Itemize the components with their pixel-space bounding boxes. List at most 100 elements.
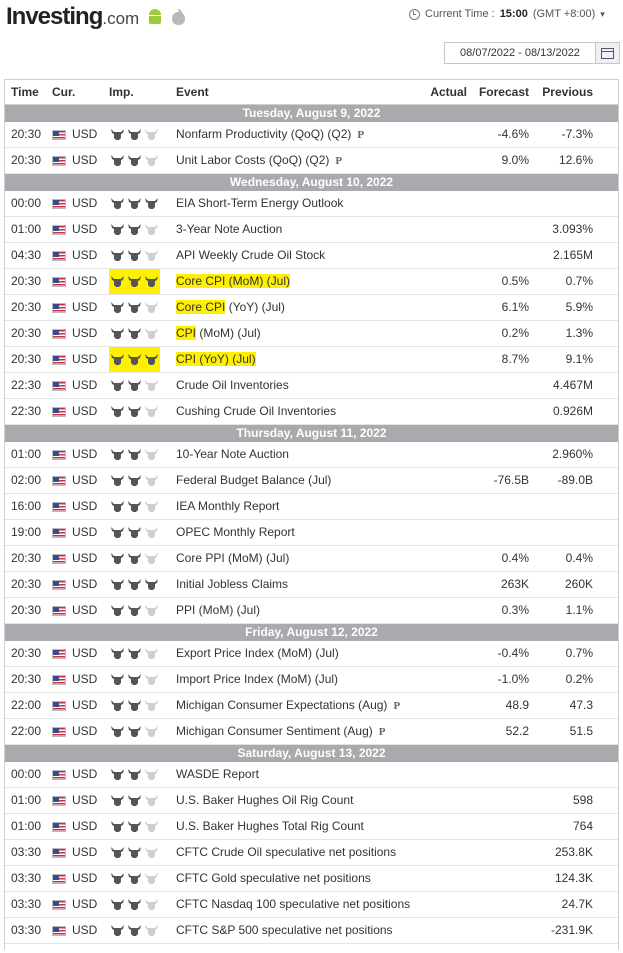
event-title[interactable]: Initial Jobless Claims [176,577,289,591]
table-row[interactable]: 04:30 USD API Weekly Crude Oil Stock 2.165M [5,243,618,269]
table-row[interactable]: 20:30 USD Initial Jobless Claims 263K 260K [5,572,618,598]
event-name[interactable]: CPI (YoY) (Jul) [176,347,256,372]
event-name[interactable]: 10-Year Note Auction [176,442,289,467]
table-row[interactable]: 20:30 USD Core CPI (YoY) (Jul) 6.1% 5.9% [5,295,618,321]
event-title[interactable]: CFTC Nasdaq 100 speculative net position… [176,897,411,911]
col-actual[interactable]: Actual [430,85,467,99]
android-icon[interactable] [148,9,162,25]
event-name[interactable]: EIA Short-Term Energy Outlook [176,191,343,216]
event-name[interactable]: Core PPI (MoM) (Jul) [176,546,289,571]
event-title[interactable]: WASDE Report [176,767,259,781]
table-row[interactable]: 01:00 USD 3-Year Note Auction 3.093% [5,217,618,243]
event-name[interactable]: U.S. Baker Hughes Total Rig Count [176,814,364,839]
event-title[interactable]: API Weekly Crude Oil Stock [176,248,326,262]
table-row[interactable]: 20:30 USD Nonfarm Productivity (QoQ) (Q2) P… [5,122,618,148]
table-row[interactable]: 22:30 USD Cushing Crude Oil Inventories 0.9… [5,399,618,425]
event-name[interactable]: IEA Monthly Report [176,494,279,519]
apple-icon[interactable] [172,9,185,25]
event-title[interactable]: 10-Year Note Auction [176,447,289,461]
event-name[interactable]: Core CPI (YoY) (Jul) [176,295,285,320]
event-name[interactable]: WASDE Report [176,762,259,787]
event-title[interactable]: Michigan Consumer Expectations (Aug) [176,698,388,712]
event-name[interactable]: Michigan Consumer Sentiment (Aug) P [176,719,386,745]
table-row[interactable]: 20:30 USD Unit Labor Costs (QoQ) (Q2) P 9.0%… [5,148,618,174]
event-title[interactable]: Federal Budget Balance (Jul) [176,473,332,487]
table-row[interactable]: 20:30 USD CPI (YoY) (Jul) 8.7% 9.1% [5,347,618,373]
event-name[interactable]: OPEC Monthly Report [176,520,295,545]
event-title[interactable]: Export Price Index (MoM) (Jul) [176,646,339,660]
event-title[interactable]: Nonfarm Productivity (QoQ) (Q2) [176,127,352,141]
event-name[interactable]: CFTC Crude Oil speculative net positions [176,840,396,865]
event-title[interactable]: IEA Monthly Report [176,499,280,513]
table-row[interactable]: 00:00 USD WASDE Report [5,762,618,788]
table-row[interactable]: 03:30 USD CFTC Crude Oil speculative net p… [5,840,618,866]
table-row[interactable]: 03:30 USD CFTC Nasdaq 100 speculative net … [5,892,618,918]
calendar-button[interactable] [595,43,619,63]
table-row[interactable]: 00:00 USD EIA Short-Term Energy Outlook [5,191,618,217]
event-title[interactable]: 3-Year Note Auction [176,222,283,236]
event-name[interactable]: Nonfarm Productivity (QoQ) (Q2) P [176,122,364,148]
event-name[interactable]: CFTC Gold speculative net positions [176,866,371,891]
event-title[interactable]: OPEC Monthly Report [176,525,295,539]
event-name[interactable]: Unit Labor Costs (QoQ) (Q2) P [176,148,342,174]
table-row[interactable]: 01:00 USD 10-Year Note Auction 2.960% [5,442,618,468]
event-title[interactable]: U.S. Baker Hughes Total Rig Count [176,819,364,833]
event-name[interactable]: Cushing Crude Oil Inventories [176,399,336,424]
event-title[interactable]: Core CPI (YoY) (Jul) [176,300,285,314]
event-title[interactable]: Cushing Crude Oil Inventories [176,404,337,418]
col-event[interactable]: Event [176,85,209,99]
event-title[interactable]: PPI (MoM) (Jul) [176,603,260,617]
event-name[interactable]: Crude Oil Inventories [176,373,289,398]
col-previous[interactable]: Previous [542,85,593,99]
event-name[interactable]: CFTC S&P 500 speculative net positions [176,918,393,943]
event-title[interactable]: CPI (MoM) (Jul) [176,326,261,340]
event-title[interactable]: EIA Short-Term Energy Outlook [176,196,344,210]
event-name[interactable]: API Weekly Crude Oil Stock [176,243,325,268]
event-title[interactable]: U.S. Baker Hughes Oil Rig Count [176,793,354,807]
table-row[interactable]: 22:30 USD Crude Oil Inventories 4.467M [5,373,618,399]
date-range-text[interactable]: 08/07/2022 - 08/13/2022 [460,47,580,59]
investing-logo[interactable]: Investing.com [6,3,139,31]
event-name[interactable]: 3-Year Note Auction [176,217,282,242]
event-name[interactable]: U.S. Baker Hughes Oil Rig Count [176,788,353,813]
event-title[interactable]: CFTC Crude Oil speculative net positions [176,845,397,859]
col-importance[interactable]: Imp. [109,85,134,99]
table-row[interactable]: 03:30 USD CFTC Gold speculative net positi… [5,866,618,892]
date-range-picker[interactable]: 08/07/2022 - 08/13/2022 [444,42,620,64]
event-title[interactable]: Core PPI (MoM) (Jul) [176,551,290,565]
event-name[interactable]: Import Price Index (MoM) (Jul) [176,667,338,692]
table-row[interactable]: 22:00 USD Michigan Consumer Expectations (… [5,693,618,719]
table-row[interactable]: 22:00 USD Michigan Consumer Sentiment (Aug… [5,719,618,745]
table-row[interactable]: 20:30 USD Core CPI (MoM) (Jul) 0.5% 0.7% [5,269,618,295]
col-time[interactable]: Time [11,85,39,99]
table-row[interactable]: 20:30 USD Import Price Index (MoM) (Jul) -1… [5,667,618,693]
event-title[interactable]: Michigan Consumer Sentiment (Aug) [176,724,373,738]
event-name[interactable]: PPI (MoM) (Jul) [176,598,260,623]
table-row[interactable]: 20:30 USD Export Price Index (MoM) (Jul) -0… [5,641,618,667]
table-row[interactable]: 19:00 USD OPEC Monthly Report [5,520,618,546]
table-row[interactable]: 02:00 USD Federal Budget Balance (Jul) -76.… [5,468,618,494]
table-row[interactable]: 20:30 USD PPI (MoM) (Jul) 0.3% 1.1% [5,598,618,624]
col-currency[interactable]: Cur. [52,85,76,99]
table-row[interactable]: 03:30 USD CFTC S&P 500 speculative net pos… [5,918,618,944]
event-name[interactable]: Core CPI (MoM) (Jul) [176,269,291,294]
event-title[interactable]: CPI (YoY) (Jul) [176,352,256,366]
event-name[interactable]: CPI (MoM) (Jul) [176,321,261,346]
event-name[interactable]: Federal Budget Balance (Jul) [176,468,331,493]
event-title[interactable]: Import Price Index (MoM) (Jul) [176,672,339,686]
table-row[interactable]: 16:00 USD IEA Monthly Report [5,494,618,520]
table-row[interactable]: 20:30 USD CPI (MoM) (Jul) 0.2% 1.3% [5,321,618,347]
event-title[interactable]: CFTC S&P 500 speculative net positions [176,923,393,937]
event-title[interactable]: Crude Oil Inventories [176,378,289,392]
event-name[interactable]: CFTC Nasdaq 100 speculative net position… [176,892,410,917]
event-name[interactable]: Initial Jobless Claims [176,572,288,597]
event-name[interactable]: Export Price Index (MoM) (Jul) [176,641,339,666]
table-row[interactable]: 01:00 USD U.S. Baker Hughes Oil Rig Count 5… [5,788,618,814]
chevron-down-icon[interactable]: ▾ [600,8,605,19]
event-name[interactable]: Michigan Consumer Expectations (Aug) P [176,693,400,719]
current-time-selector[interactable]: Current Time : 15:00 (GMT +8:00) ▾ [409,8,605,20]
table-row[interactable]: 20:30 USD Core PPI (MoM) (Jul) 0.4% 0.4% [5,546,618,572]
col-forecast[interactable]: Forecast [478,85,529,99]
event-title[interactable]: Unit Labor Costs (QoQ) (Q2) [176,153,330,167]
event-title[interactable]: Core CPI (MoM) (Jul) [176,274,291,288]
